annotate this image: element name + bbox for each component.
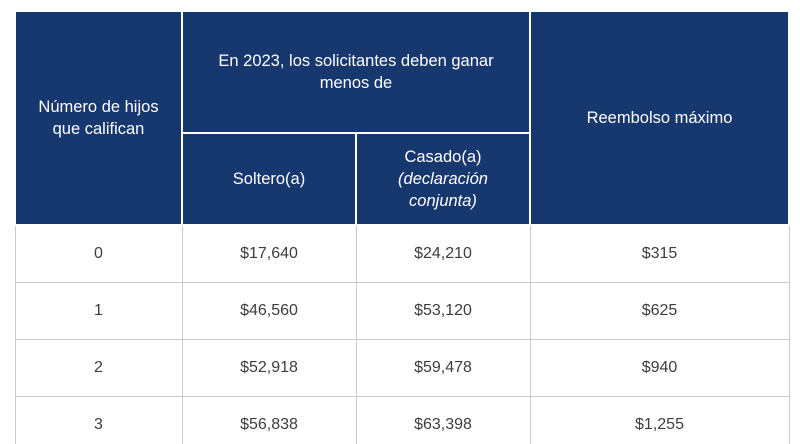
header-married-label: Casado(a)	[404, 147, 482, 166]
cell-married: $63,398	[355, 396, 531, 444]
table-row: 0 $17,640 $24,210 $315	[14, 224, 790, 283]
cell-married: $53,120	[355, 282, 531, 340]
header-earnings-group: En 2023, los solicitantes deben ganar me…	[181, 10, 531, 134]
table-row: 2 $52,918 $59,478 $940	[14, 339, 790, 397]
eitc-table-container: Número de hijos que califican En 2023, l…	[14, 10, 790, 444]
eitc-limits-table: Número de hijos que califican En 2023, l…	[14, 10, 790, 444]
table-row: 1 $46,560 $53,120 $625	[14, 282, 790, 340]
cell-married: $24,210	[355, 224, 531, 283]
header-married-sublabel: (declaración conjunta)	[398, 169, 488, 211]
cell-single: $17,640	[181, 224, 357, 283]
header-row-sub: Soltero(a) Casado(a) (declaración conjun…	[15, 132, 789, 226]
cell-single: $56,838	[181, 396, 357, 444]
cell-refund: $625	[529, 282, 790, 340]
header-max-refund-column: Reembolso máximo	[529, 10, 790, 226]
cell-single: $46,560	[181, 282, 357, 340]
cell-refund: $315	[529, 224, 790, 283]
cell-refund: $1,255	[529, 396, 790, 444]
cell-married: $59,478	[355, 339, 531, 397]
cell-children: 3	[14, 396, 183, 444]
header-married-column: Casado(a) (declaración conjunta)	[355, 132, 531, 226]
cell-children: 2	[14, 339, 183, 397]
cell-children: 0	[14, 224, 183, 283]
table-row: 3 $56,838 $63,398 $1,255	[14, 396, 790, 444]
header-children-column: Número de hijos que califican	[14, 10, 183, 226]
header-single-column: Soltero(a)	[181, 132, 357, 226]
header-row-top: Número de hijos que califican En 2023, l…	[14, 10, 790, 226]
cell-single: $52,918	[181, 339, 357, 397]
cell-children: 1	[14, 282, 183, 340]
cell-refund: $940	[529, 339, 790, 397]
